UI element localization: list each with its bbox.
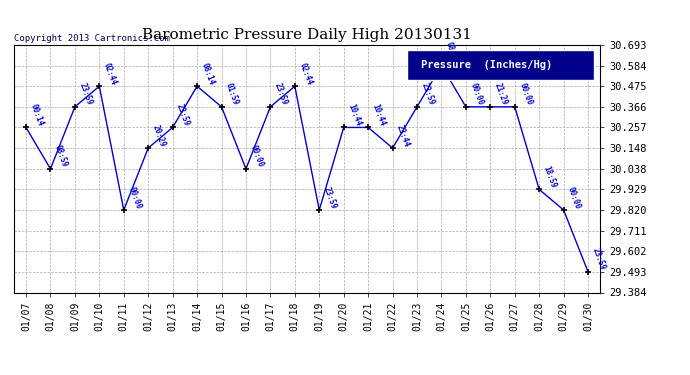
Text: 23:59: 23:59: [273, 82, 289, 107]
Text: 00:00: 00:00: [126, 185, 143, 210]
Text: 23:59: 23:59: [322, 185, 338, 210]
Text: 08:59: 08:59: [53, 144, 69, 169]
Text: Pressure  (Inches/Hg): Pressure (Inches/Hg): [422, 60, 553, 70]
Text: 10:44: 10:44: [346, 103, 362, 128]
Text: 18:59: 18:59: [542, 165, 558, 189]
Text: 23:59: 23:59: [420, 82, 436, 107]
Text: 00:00: 00:00: [518, 82, 533, 107]
Text: 00:00: 00:00: [469, 82, 484, 107]
Text: 20:29: 20:29: [150, 123, 167, 148]
Text: 02:44: 02:44: [297, 62, 314, 86]
Text: 00:00: 00:00: [566, 185, 582, 210]
Text: 23:44: 23:44: [395, 123, 411, 148]
Text: 23:59: 23:59: [591, 247, 607, 272]
Text: 08:59: 08:59: [444, 41, 460, 66]
Text: 23:59: 23:59: [175, 103, 191, 128]
Text: 02:44: 02:44: [102, 62, 118, 86]
Text: Copyright 2013 Cartronics.com: Copyright 2013 Cartronics.com: [14, 34, 170, 43]
Title: Barometric Pressure Daily High 20130131: Barometric Pressure Daily High 20130131: [142, 28, 472, 42]
Text: 08:14: 08:14: [199, 62, 216, 86]
Text: 00:00: 00:00: [248, 144, 265, 169]
Text: 00:14: 00:14: [28, 103, 45, 128]
Text: 23:59: 23:59: [77, 82, 94, 107]
Text: 21:29: 21:29: [493, 82, 509, 107]
Text: 01:59: 01:59: [224, 82, 240, 107]
Text: 10:44: 10:44: [371, 103, 387, 128]
FancyBboxPatch shape: [407, 50, 594, 80]
